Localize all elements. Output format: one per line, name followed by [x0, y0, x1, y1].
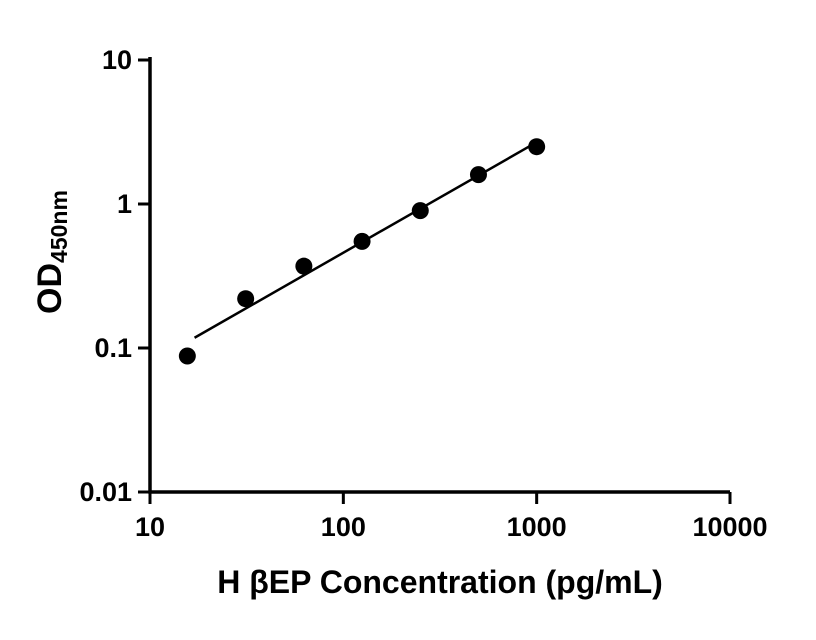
- data-point: [353, 232, 371, 250]
- x-tick-label: 100: [321, 512, 366, 542]
- y-axis-title: OD450nm: [31, 190, 73, 314]
- x-tick-label: 10: [135, 512, 165, 542]
- y-tick-label: 0.1: [94, 333, 132, 363]
- y-axis-title-sub: 450nm: [46, 190, 72, 263]
- x-tick-label: 10000: [692, 512, 767, 542]
- data-point: [528, 138, 546, 156]
- y-tick-label: 10: [102, 45, 132, 75]
- data-point: [178, 347, 196, 365]
- y-tick-label: 1: [117, 189, 132, 219]
- data-point: [411, 202, 429, 220]
- x-tick-label: 1000: [507, 512, 567, 542]
- y-tick-label: 0.01: [79, 477, 132, 507]
- axes: [148, 57, 730, 494]
- data-point: [469, 166, 487, 184]
- x-axis-title: H βEP Concentration (pg/mL): [217, 564, 663, 600]
- data-point: [237, 290, 255, 308]
- data-point: [295, 257, 313, 275]
- y-axis-title-main: OD: [31, 262, 69, 314]
